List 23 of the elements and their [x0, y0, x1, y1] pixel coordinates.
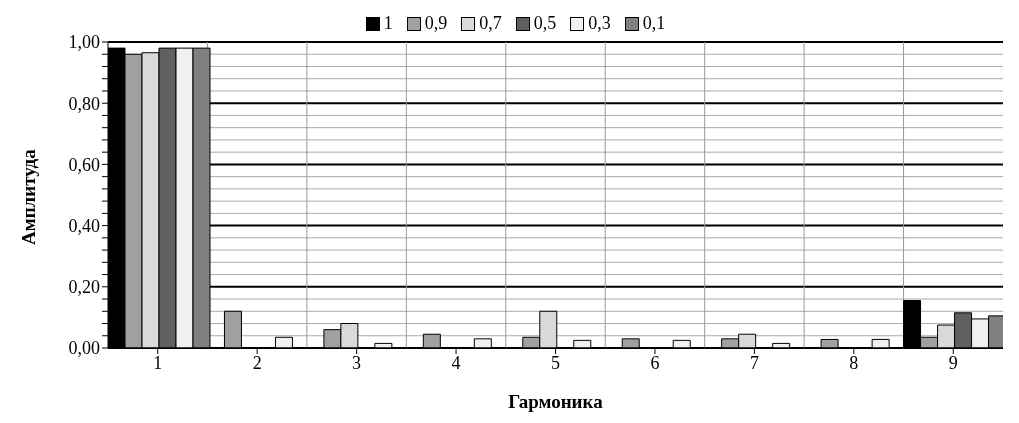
- legend-label: 0,5: [533, 13, 557, 34]
- x-tick-label: 5: [551, 352, 560, 373]
- x-tick-label: 6: [650, 352, 660, 373]
- x-tick-label: 2: [252, 352, 262, 373]
- y-tick-label: 0,40: [68, 215, 100, 236]
- y-tick-label: 0,00: [68, 338, 100, 359]
- x-tick-label: 8: [849, 352, 859, 373]
- y-tick-label: 0,60: [68, 154, 100, 175]
- legend-label: 0,1: [642, 13, 666, 34]
- x-axis-title: Гармоника: [508, 391, 604, 412]
- x-tick-label: 9: [948, 352, 958, 373]
- y-axis-title: Амплитуда: [17, 148, 39, 245]
- legend-label: 0,7: [479, 13, 502, 34]
- x-tick-label: 4: [451, 352, 461, 373]
- x-tick-label: 3: [352, 352, 362, 373]
- x-tick-label: 1: [153, 352, 163, 373]
- x-tick-label: 7: [749, 352, 759, 373]
- legend-label: 0,9: [424, 13, 448, 34]
- legend-label: 0,3: [588, 13, 611, 34]
- y-tick-label: 0,20: [68, 277, 100, 298]
- y-tick-label: 1,00: [68, 32, 100, 53]
- legend-label: 1: [383, 13, 393, 34]
- y-tick-label: 0,80: [68, 93, 100, 114]
